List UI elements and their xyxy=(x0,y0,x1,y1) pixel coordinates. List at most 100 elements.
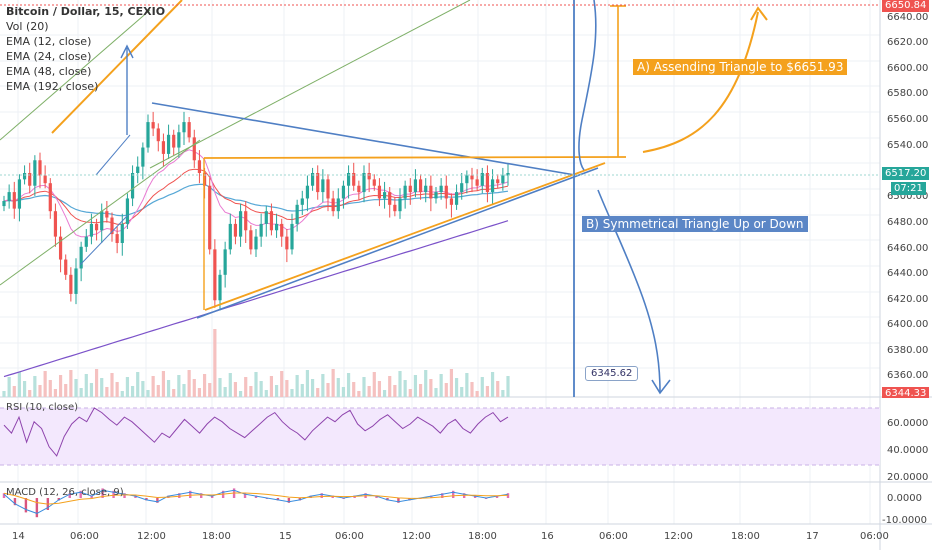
candle-body xyxy=(197,160,202,173)
time-tick: 16 xyxy=(541,531,554,542)
candle-body xyxy=(38,160,42,176)
resistance-line[interactable] xyxy=(203,156,627,159)
volume-bar xyxy=(295,375,299,397)
candle-body xyxy=(362,173,366,193)
price-tick: 6580.00 xyxy=(887,88,929,99)
indicator-ema-12[interactable]: EMA (12, close) xyxy=(6,35,92,48)
volume-bar xyxy=(285,380,289,397)
volume-bar xyxy=(105,387,109,397)
price-tick: 6540.00 xyxy=(887,140,929,151)
volume-bar xyxy=(377,381,382,397)
candle-body xyxy=(264,211,268,224)
candle-body xyxy=(336,198,340,212)
volume-bar xyxy=(269,376,274,397)
volume-bar xyxy=(136,372,140,397)
volume-bar xyxy=(53,389,58,397)
candle-body xyxy=(449,198,454,205)
candle-body xyxy=(295,204,299,224)
macd-hist-bar xyxy=(287,498,291,503)
macd-hist-bar xyxy=(90,495,93,498)
volume-bar xyxy=(110,373,114,397)
volume-bar xyxy=(326,383,330,397)
curved-up-arrow[interactable] xyxy=(642,11,759,153)
volume-bar xyxy=(460,387,464,397)
candle-body xyxy=(146,122,150,148)
volume-bar xyxy=(413,375,418,397)
volume-bar xyxy=(444,383,448,397)
rsi-label[interactable]: RSI (10, close) xyxy=(6,402,79,413)
volume-bar xyxy=(238,391,243,397)
candle-body xyxy=(305,185,310,199)
macd-line xyxy=(3,489,509,514)
price-tick: 6440.00 xyxy=(887,268,929,279)
green-trend-line-1[interactable] xyxy=(0,9,151,141)
indicator-ema-48[interactable]: EMA (48, close) xyxy=(6,65,92,78)
bar-countdown: 07:21 xyxy=(891,182,926,195)
candle-body xyxy=(161,141,166,154)
volume-bar xyxy=(197,388,202,397)
volume-bar xyxy=(362,377,366,397)
rsi-band xyxy=(0,408,880,465)
candle-body xyxy=(120,223,124,243)
volume-bar xyxy=(64,384,68,397)
macd-tick: 0.0000 xyxy=(887,493,922,504)
volume-bar xyxy=(218,378,222,397)
candle-body xyxy=(501,175,505,184)
candle-body xyxy=(300,198,304,205)
symbol-title[interactable]: Bitcoin / Dollar, 15, CEXIO xyxy=(6,5,166,18)
volume-bar xyxy=(418,384,423,397)
blue-channel-bottom[interactable] xyxy=(79,214,129,266)
triangle-lower-line[interactable] xyxy=(196,167,599,319)
indicator-ema-192[interactable]: EMA (192, close) xyxy=(6,80,99,93)
ascending-support-line[interactable] xyxy=(204,162,606,311)
volume-bar xyxy=(393,385,397,397)
candle-body xyxy=(470,175,474,180)
annotation-symmetrical-triangle[interactable]: B) Symmetrical Triangle Up or Down xyxy=(582,216,808,232)
candle-body xyxy=(372,179,376,186)
volume-bar xyxy=(161,371,166,397)
macd-hist-bar xyxy=(342,498,345,499)
volume-bar xyxy=(439,374,443,397)
green-trend-line-3[interactable] xyxy=(149,0,471,169)
triangle-upper-line[interactable] xyxy=(151,102,576,176)
candle-body xyxy=(274,223,279,231)
volume-bar xyxy=(28,390,32,397)
candle-body xyxy=(22,173,27,180)
macd-hist-bar xyxy=(452,490,455,498)
indicator-vol[interactable]: Vol (20) xyxy=(6,20,49,33)
curved-squiggle[interactable] xyxy=(578,0,597,171)
volume-bar xyxy=(254,372,258,397)
candle-body xyxy=(454,192,459,205)
volume-bar xyxy=(506,376,510,397)
annotation-ascending-triangle[interactable]: A) Assending Triangle to $6651.93 xyxy=(633,59,848,75)
macd-label[interactable]: MACD (12, 26, close, 9) xyxy=(6,487,124,498)
candle-body xyxy=(352,173,356,186)
blue-channel-top[interactable] xyxy=(95,134,131,176)
macd-tick: -10.0000 xyxy=(882,515,927,526)
candle-body xyxy=(316,173,320,193)
candle-body xyxy=(105,211,109,218)
green-trend-line-2[interactable] xyxy=(0,139,201,286)
volume-bar xyxy=(125,377,130,397)
macd-hist-bar xyxy=(200,493,203,498)
indicator-ema-24[interactable]: EMA (24, close) xyxy=(6,50,92,63)
orange-channel-line[interactable] xyxy=(51,0,183,134)
volume-bar xyxy=(367,386,371,397)
volume-bar xyxy=(424,370,428,397)
volume-bar xyxy=(208,383,212,397)
candlestick-series xyxy=(2,111,510,311)
volume-bar xyxy=(74,379,78,397)
volume-bar xyxy=(346,373,351,397)
drawings[interactable] xyxy=(0,0,880,397)
volume-bar xyxy=(264,390,268,397)
candle-body xyxy=(84,236,88,247)
time-tick: 12:00 xyxy=(402,531,431,542)
ruler-price-label[interactable]: 6345.62 xyxy=(585,366,639,381)
time-tick: 14 xyxy=(12,531,25,542)
macd-hist-bar xyxy=(276,498,280,501)
macd-hist-bar xyxy=(397,498,400,503)
rsi-tick: 40.0000 xyxy=(887,445,929,456)
rsi-line xyxy=(3,407,509,457)
volume-bar xyxy=(202,374,207,397)
